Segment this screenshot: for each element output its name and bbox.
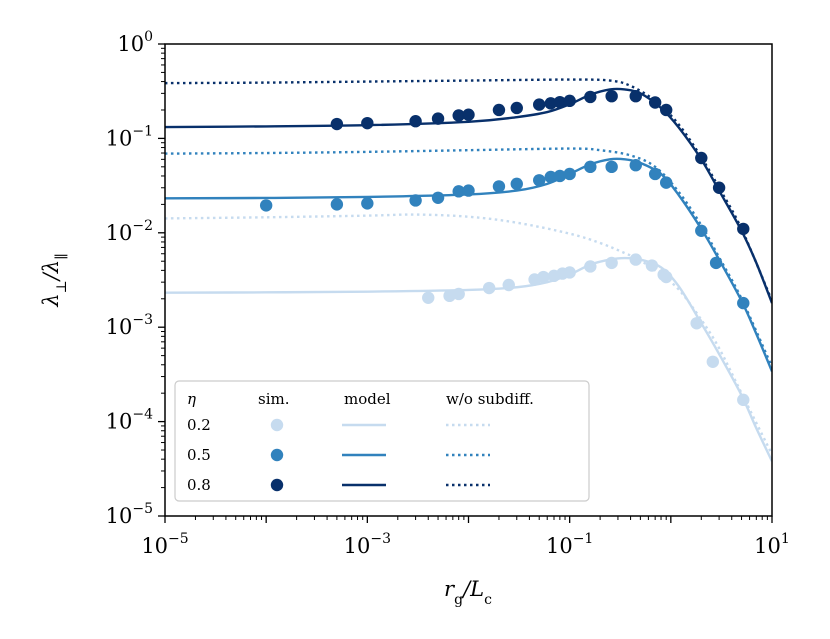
legend: η sim. model w/o subdiff. 0.2 0.5 0.8 xyxy=(174,380,590,502)
sim-point-eta-0.2 xyxy=(645,259,659,272)
x-tick-label: 101 xyxy=(754,531,790,558)
y-axis-title: λ⊥/λ∥ xyxy=(39,253,70,307)
sim-point-eta-0.5 xyxy=(737,296,750,310)
legend-box xyxy=(174,380,590,502)
sim-point-eta-0.5 xyxy=(510,177,523,191)
sim-point-eta-0.2 xyxy=(482,281,496,295)
sim-point-eta-0.2 xyxy=(629,253,642,266)
sim-point-eta-0.5 xyxy=(330,198,344,211)
y-tick-label: 10−3 xyxy=(106,312,153,339)
sim-point-eta-0.2 xyxy=(605,256,618,270)
sim-point-eta-0.5 xyxy=(605,160,618,174)
sim-point-eta-0.2 xyxy=(737,393,750,407)
y-axis: 100 10−1 10−2 10−3 10−4 10−5 xyxy=(106,29,165,528)
sim-point-eta-0.8 xyxy=(648,96,662,109)
sim-point-eta-0.2 xyxy=(660,270,673,284)
sim-point-eta-0.2 xyxy=(422,291,435,304)
sim-point-eta-0.5 xyxy=(462,184,475,197)
y-tick-label: 10−1 xyxy=(106,123,153,150)
y-tick-label: 10−2 xyxy=(106,218,153,245)
sim-point-eta-0.5 xyxy=(553,169,567,183)
sim-point-eta-0.8 xyxy=(452,109,465,122)
sim-point-eta-0.5 xyxy=(533,174,546,187)
sim-point-eta-0.8 xyxy=(737,222,750,236)
legend-rows: 0.2 0.5 0.8 xyxy=(187,416,490,494)
wo-subdiff-line-eta-0.8 xyxy=(165,78,772,302)
sim-point-eta-0.5 xyxy=(431,191,445,204)
sim-point-eta-0.5 xyxy=(660,176,673,189)
sim-point-eta-0.8 xyxy=(544,97,557,110)
sim-point-eta-0.5 xyxy=(629,159,642,172)
sim-point-eta-0.8 xyxy=(605,89,618,103)
sim-point-eta-0.2 xyxy=(706,355,720,368)
sim-point-eta-0.5 xyxy=(584,160,597,174)
x-tick-label: 10−1 xyxy=(546,531,593,558)
sim-point-eta-0.2 xyxy=(537,270,550,284)
legend-sim-marker xyxy=(270,448,284,462)
sim-point-eta-0.8 xyxy=(553,95,567,109)
legend-header-wo: w/o subdiff. xyxy=(446,390,534,408)
sim-point-eta-0.8 xyxy=(533,98,546,111)
y-tick-label: 100 xyxy=(117,29,153,56)
legend-header-sim: sim. xyxy=(258,390,290,408)
sim-point-eta-0.5 xyxy=(361,197,374,210)
sim-point-eta-0.8 xyxy=(431,112,445,125)
sim-point-eta-0.5 xyxy=(409,194,422,207)
sim-point-eta-0.8 xyxy=(712,181,726,194)
legend-header-model: model xyxy=(344,390,391,408)
sim-point-eta-0.5 xyxy=(492,180,506,193)
wo-subdiff-line-eta-0.2 xyxy=(165,213,772,455)
sim-point-eta-0.5 xyxy=(259,199,273,212)
sim-point-eta-0.5 xyxy=(563,167,576,181)
sim-point-eta-0.8 xyxy=(510,101,523,115)
legend-sim-marker xyxy=(270,478,284,492)
sim-point-eta-0.2 xyxy=(502,278,515,292)
x-tick-label: 10−5 xyxy=(141,531,188,558)
legend-header-eta: η xyxy=(187,390,196,408)
y-tick-label: 10−5 xyxy=(106,501,153,528)
sim-point-eta-0.8 xyxy=(660,103,673,117)
legend-sim-marker xyxy=(270,418,284,432)
sim-point-eta-0.8 xyxy=(629,89,642,103)
sim-point-eta-0.5 xyxy=(452,185,465,198)
sim-point-eta-0.8 xyxy=(563,94,576,108)
sim-point-eta-0.8 xyxy=(330,117,344,131)
sim-point-eta-0.5 xyxy=(709,256,723,270)
legend-eta-value: 0.8 xyxy=(187,476,211,494)
sim-point-eta-0.8 xyxy=(584,90,597,104)
x-tick-label: 10−3 xyxy=(344,531,391,558)
sim-point-eta-0.8 xyxy=(361,116,374,130)
sim-point-eta-0.8 xyxy=(409,115,422,128)
sim-point-eta-0.8 xyxy=(492,103,506,117)
sim-point-eta-0.5 xyxy=(648,167,662,181)
sim-point-eta-0.5 xyxy=(544,170,557,184)
wo-subdiff-line-eta-0.5 xyxy=(165,147,772,368)
sim-point-eta-0.2 xyxy=(584,260,597,273)
x-axis-title: rg/Lc xyxy=(444,577,492,608)
sim-point-eta-0.5 xyxy=(695,224,708,237)
sim-point-eta-0.2 xyxy=(452,287,465,301)
sim-point-eta-0.2 xyxy=(690,317,703,330)
points-layer xyxy=(259,89,750,407)
y-tick-label: 10−4 xyxy=(106,407,153,434)
sim-point-eta-0.2 xyxy=(563,266,576,279)
sim-point-eta-0.8 xyxy=(462,108,475,121)
legend-eta-value: 0.5 xyxy=(187,446,211,464)
x-axis: 10−5 10−3 10−1 101 xyxy=(141,516,790,558)
plot-area xyxy=(165,78,772,462)
legend-eta-value: 0.2 xyxy=(187,416,211,434)
sim-point-eta-0.8 xyxy=(695,151,708,165)
